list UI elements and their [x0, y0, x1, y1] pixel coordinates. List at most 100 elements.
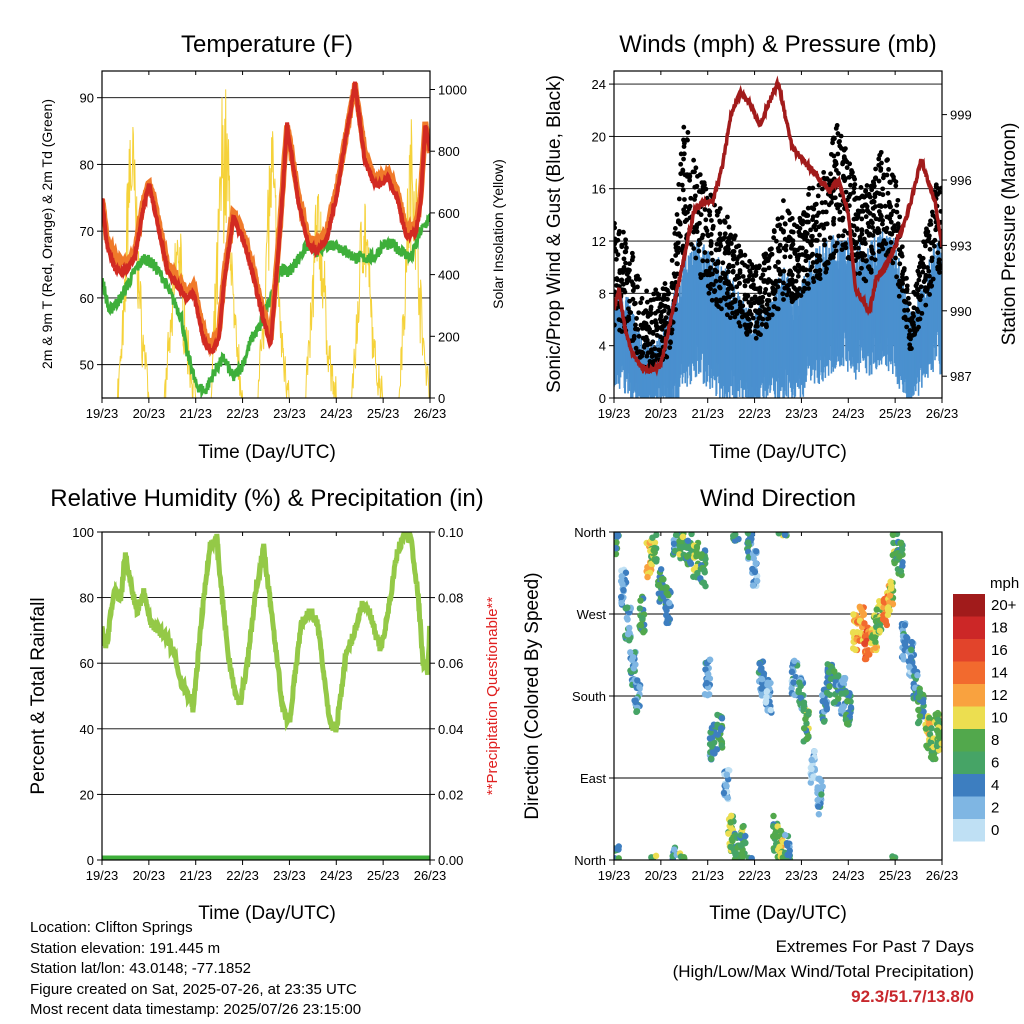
- wind-gust-point: [881, 238, 887, 244]
- wind-gust-point: [717, 278, 723, 284]
- speed-legend-label: 14: [991, 665, 1008, 682]
- wind-gust-point: [780, 291, 786, 297]
- wind-direction-point: [850, 611, 857, 618]
- wind-direction-point: [876, 627, 884, 634]
- wind-direction-point: [868, 634, 875, 641]
- wind-gust-point: [722, 219, 728, 225]
- winds_pressure-ytick-right-label: 993: [950, 238, 972, 253]
- wind-gust-point: [639, 296, 645, 301]
- wind-gust-point: [821, 170, 827, 175]
- wind-gust-point: [674, 231, 680, 237]
- wind-gust-point: [869, 255, 875, 261]
- wind-gust-point: [730, 263, 736, 269]
- wind-gust-point: [742, 283, 748, 289]
- wind-gust-point: [617, 270, 623, 276]
- wind-gust-point: [665, 287, 670, 293]
- humidity_precip-xtick-label: 26/23: [414, 868, 447, 883]
- wind-gust-point: [933, 182, 939, 188]
- wind-gust-point: [899, 244, 905, 250]
- wind-gust-point: [916, 264, 922, 270]
- speed-legend-label: 20+: [991, 597, 1017, 614]
- wind-direction-point: [820, 718, 828, 725]
- wind-gust-point: [709, 218, 714, 223]
- wind-direction-point: [640, 628, 647, 636]
- wind-gust-point: [654, 333, 660, 338]
- wind_direction-xtick-label: 22/23: [738, 868, 771, 883]
- wind-direction-point: [886, 592, 894, 599]
- wind-gust-point: [669, 258, 675, 263]
- wind-gust-point: [769, 312, 775, 318]
- wind-gust-point: [907, 328, 913, 333]
- wind-gust-point: [854, 226, 860, 232]
- wind-direction-point: [718, 715, 726, 722]
- wind-direction-point: [664, 590, 671, 597]
- temperature-frame: [101, 70, 431, 399]
- wind-gust-point: [676, 196, 682, 202]
- wind-gust-point: [822, 262, 828, 268]
- wind-gust-point: [693, 255, 699, 261]
- wind-gust-point: [713, 278, 719, 284]
- wind-gust-point: [747, 324, 753, 330]
- wind-gust-point: [859, 228, 865, 234]
- extremes-title: Extremes For Past 7 Days: [775, 937, 974, 956]
- wind-gust-point: [726, 250, 732, 256]
- wind-gust-point: [764, 324, 769, 330]
- wind-direction-point: [737, 842, 745, 849]
- temperature-ylabel: 2m & 9m T (Red, Orange) & 2m Td (Green): [39, 99, 55, 369]
- wind-gust-point: [726, 224, 732, 230]
- wind-direction-point: [795, 687, 802, 694]
- wind-gust-point: [929, 258, 935, 264]
- wind-direction-point: [844, 697, 851, 705]
- wind-gust-point: [624, 271, 630, 277]
- wind-gust-point: [787, 237, 793, 243]
- wind-direction-point: [639, 615, 646, 622]
- wind-gust-point: [634, 316, 639, 321]
- wind-direction-point: [713, 746, 721, 753]
- wind-direction-point: [786, 851, 793, 859]
- wind_direction-xtick-label: 23/23: [785, 868, 818, 883]
- wind-gust-point: [794, 292, 800, 298]
- wind-gust-point: [696, 189, 702, 194]
- wind-gust-point: [918, 284, 924, 290]
- wind-gust-point: [644, 299, 650, 305]
- wind-gust-point: [894, 209, 900, 215]
- speed-legend-swatch: [953, 774, 985, 797]
- wind-gust-point: [623, 268, 629, 273]
- wind-gust-point: [902, 314, 908, 320]
- wind-gust-point: [830, 140, 835, 146]
- wind-gust-point: [685, 130, 691, 135]
- wind-gust-point: [640, 350, 646, 356]
- wind-gust-point: [765, 258, 771, 263]
- wind-gust-point: [729, 305, 735, 311]
- wind-gust-point: [624, 280, 630, 286]
- wind-direction-point: [693, 543, 701, 551]
- wind-gust-point: [842, 146, 848, 152]
- winds_pressure-ytick-right-label: 996: [950, 173, 972, 188]
- wind-gust-point: [835, 131, 841, 136]
- wind-gust-point: [809, 205, 815, 211]
- wind-gust-point: [718, 298, 723, 304]
- wind-gust-point: [891, 174, 896, 180]
- wind-gust-point: [935, 250, 941, 256]
- wind-gust-point: [781, 297, 786, 302]
- wind-gust-point: [689, 241, 694, 247]
- temperature-ytick-label: 50: [80, 358, 94, 373]
- wind-gust-point: [708, 265, 713, 271]
- wind-direction-point: [807, 779, 815, 786]
- wind-gust-point: [926, 236, 932, 241]
- wind-gust-point: [827, 235, 833, 241]
- wind-gust-point: [706, 290, 712, 296]
- wind-gust-point: [846, 174, 852, 180]
- wind-gust-point: [685, 209, 690, 215]
- wind-gust-point: [801, 278, 807, 284]
- wind-gust-point: [638, 300, 644, 306]
- wind-direction-point: [732, 851, 739, 858]
- wind-direction-point: [884, 604, 892, 611]
- wind_direction-xtick-label: 24/23: [832, 868, 865, 883]
- wind-gust-point: [641, 344, 647, 350]
- winds_pressure-ytick-label: 12: [592, 234, 606, 249]
- temperature-xtick-label: 25/23: [367, 406, 400, 421]
- wind-gust-point: [653, 318, 658, 324]
- wind-gust-point: [896, 247, 902, 253]
- wind-gust-point: [672, 226, 678, 231]
